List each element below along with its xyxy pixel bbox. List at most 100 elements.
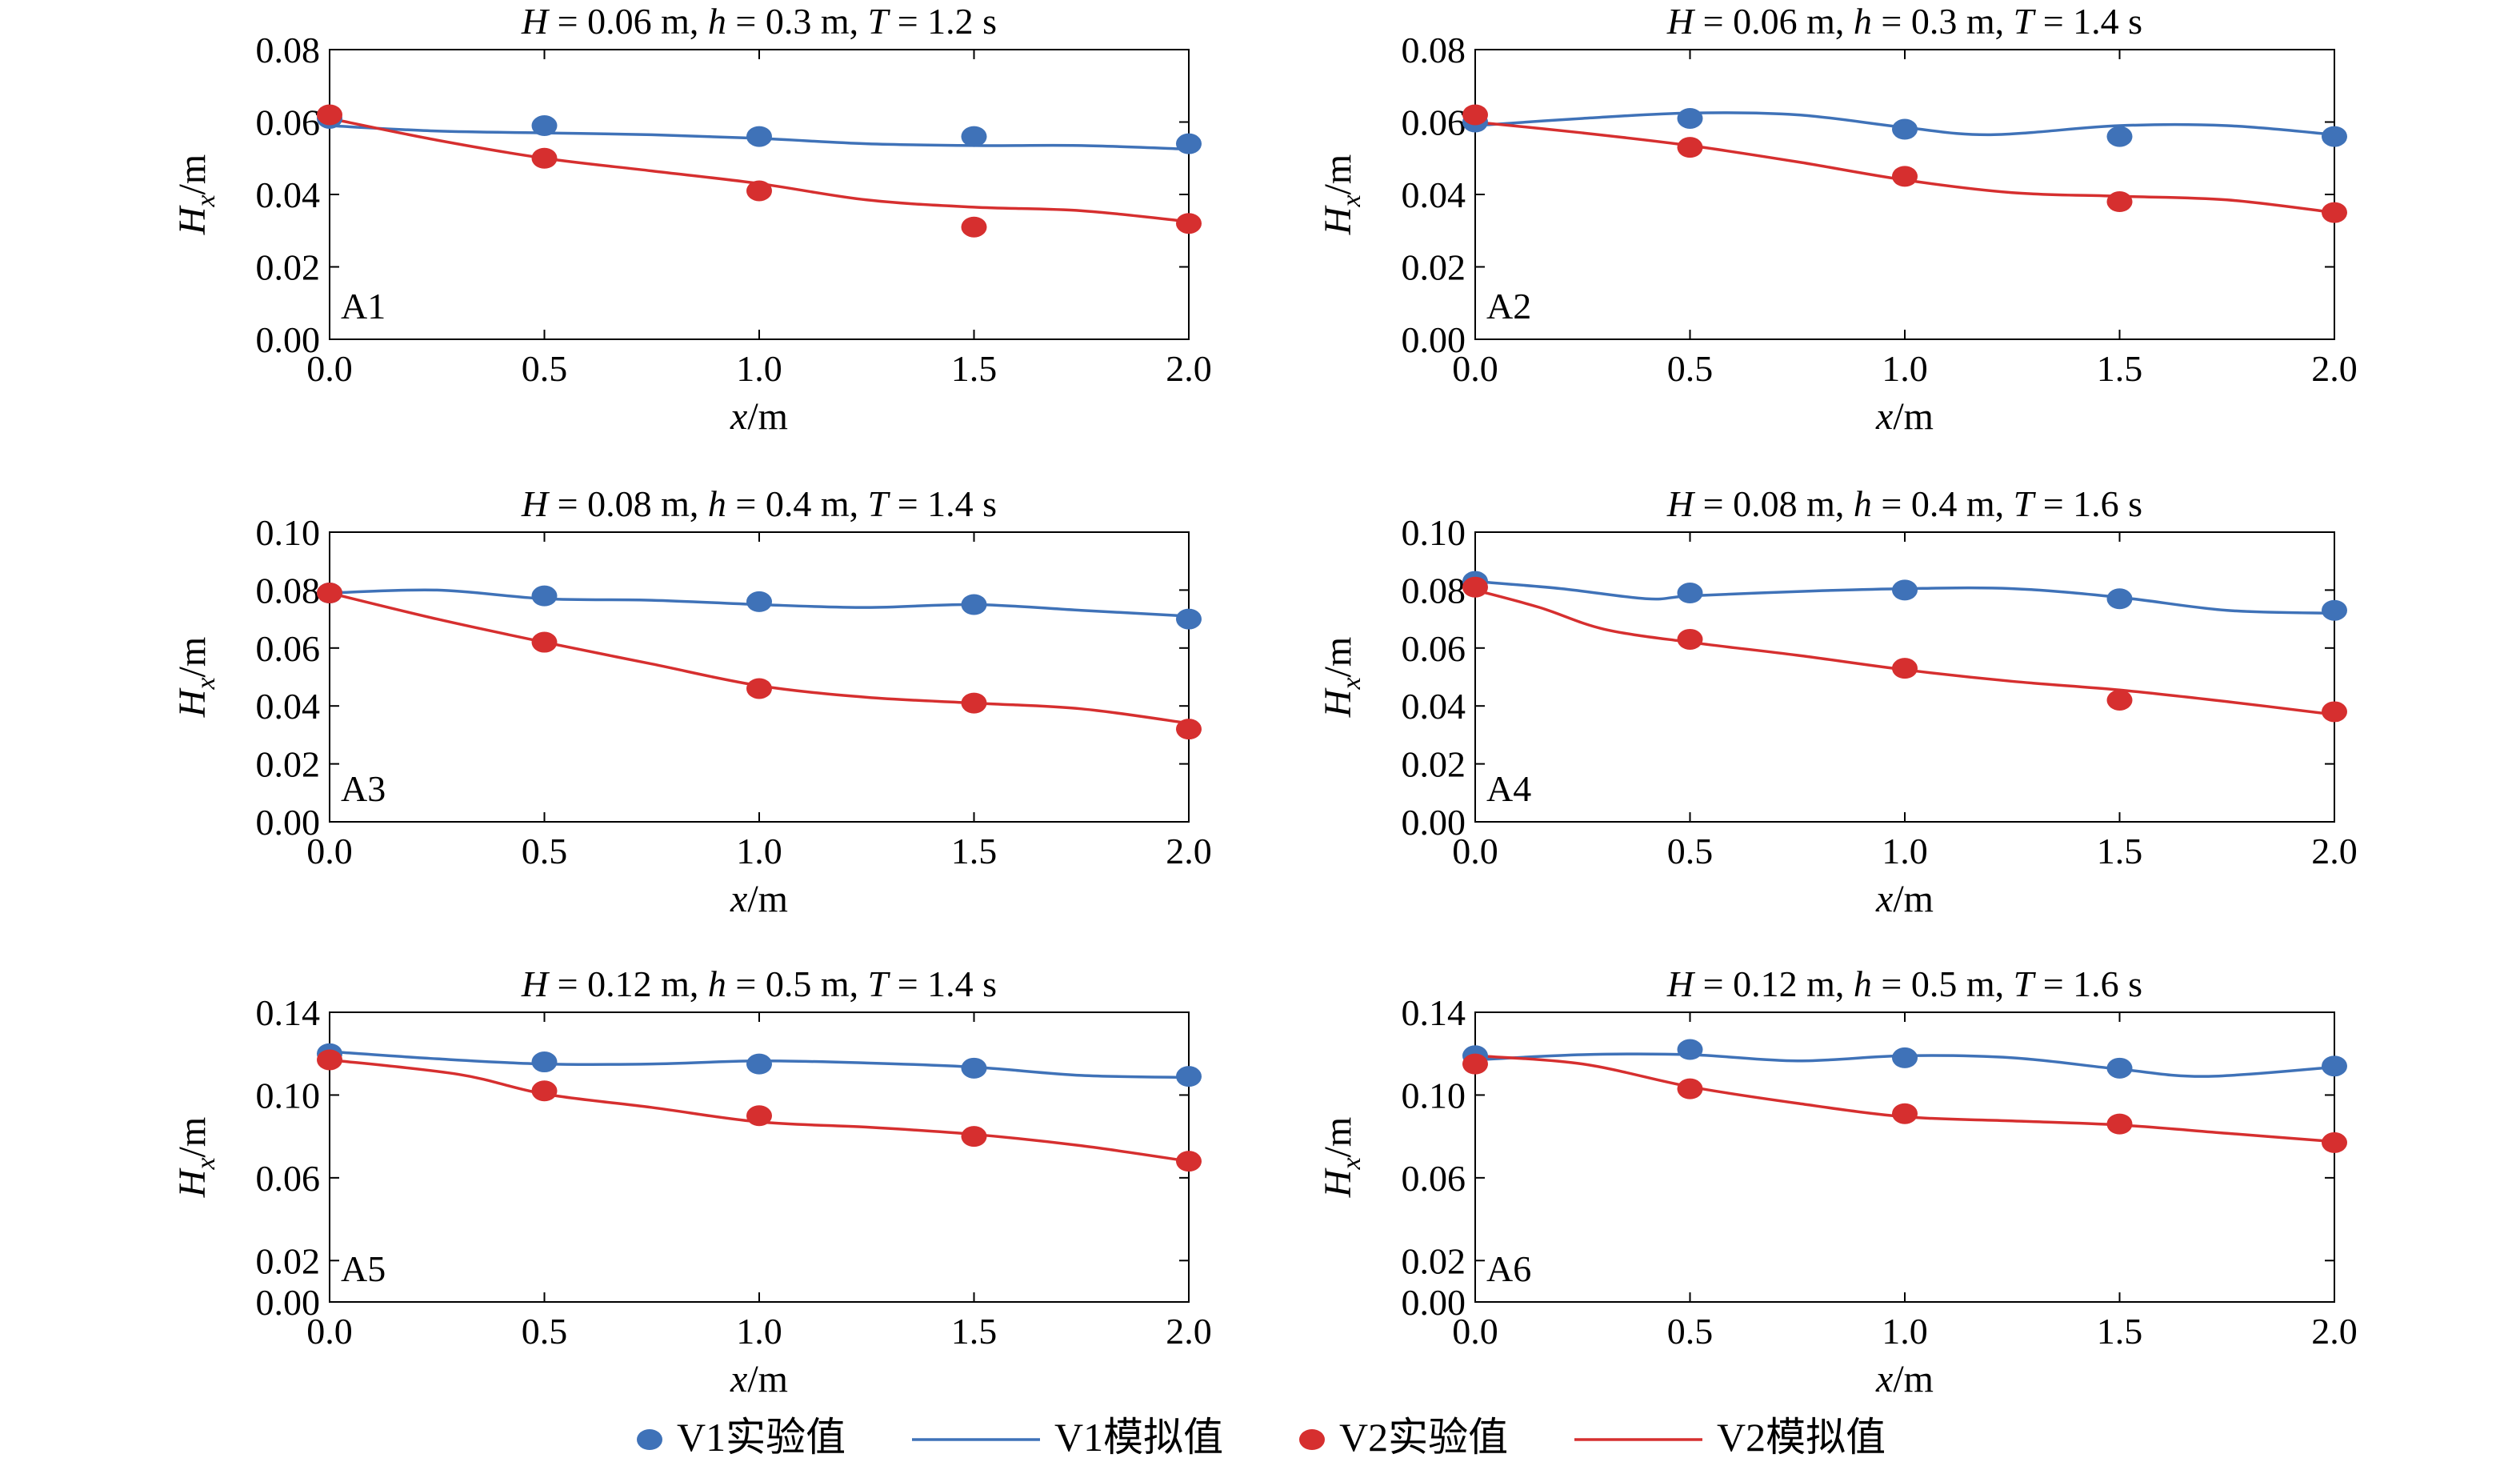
x-axis-label: x/m <box>730 878 788 920</box>
v1-experiment-point <box>1176 608 1202 630</box>
v1-experiment-point <box>1892 1047 1918 1068</box>
x-tick-label: 2.0 <box>2311 1311 2358 1352</box>
x-axis-label: x/m <box>1875 878 1934 920</box>
chart-panels: H = 0.06 m, h = 0.3 m, T = 1.2 s 0.0 0.5 1.… <box>171 1 2358 1400</box>
v2-experiment-point <box>2106 191 2133 213</box>
y-tick-label: 0.00 <box>256 802 321 843</box>
y-tick-label: 0.06 <box>1402 102 1466 143</box>
panel-title: H = 0.06 m, h = 0.3 m, T = 1.2 s <box>521 1 997 42</box>
y-tick-label: 0.14 <box>256 992 321 1033</box>
y-tick-label: 0.04 <box>256 174 321 215</box>
panel-label: A5 <box>341 1248 386 1289</box>
title-value-T: 1.4 <box>927 483 974 524</box>
chart-panel-a5: H = 0.12 m, h = 0.5 m, T = 1.4 s 0.0 0.5 1.… <box>171 963 1212 1400</box>
v1-experiment-point <box>2322 599 2347 621</box>
y-tick-label: 0.10 <box>1402 1075 1466 1116</box>
v1-experiment-point <box>1892 579 1918 601</box>
chart-panel-a3: H = 0.08 m, h = 0.4 m, T = 1.4 s 0.0 0.5 1.… <box>171 483 1212 920</box>
x-tick-label: 2.0 <box>2311 831 2358 871</box>
v2-experiment-point <box>1892 166 1918 187</box>
panel-label: A2 <box>1486 286 1531 326</box>
legend: V1实验值 V1模拟值 V2实验值 V2模拟值 <box>637 1415 1886 1460</box>
v2-experiment-point <box>317 1049 342 1071</box>
x-tick-label: 0.5 <box>1667 1311 1714 1352</box>
panel-title: H = 0.12 m, h = 0.5 m, T = 1.6 s <box>1666 963 2142 1004</box>
x-tick-label: 1.5 <box>2097 1311 2143 1352</box>
v1-experiment-point <box>2106 1057 2133 1079</box>
x-tick-label: 0.5 <box>522 348 568 389</box>
v1-experiment-point <box>2322 1055 2347 1077</box>
y-tick-label: 0.00 <box>1402 1282 1466 1323</box>
x-tick-label: 0.0 <box>1452 831 1498 871</box>
y-tick-label: 0.02 <box>256 247 321 288</box>
title-value-h: 0.4 <box>1911 483 1958 524</box>
x-tick-label: 0.0 <box>306 348 353 389</box>
title-value-T: 1.6 <box>2073 483 2119 524</box>
legend-item-3: V2实验值 <box>1299 1415 1508 1460</box>
title-value-h: 0.5 <box>766 963 812 1004</box>
y-tick-label: 0.06 <box>1402 628 1466 669</box>
y-tick-label: 0.04 <box>1402 686 1466 727</box>
legend-label: V2模拟值 <box>1717 1415 1886 1460</box>
x-tick-label: 0.5 <box>1667 831 1714 871</box>
y-tick-label: 0.04 <box>1402 174 1466 215</box>
v1-experiment-point <box>531 1051 558 1073</box>
y-tick-label: 0.10 <box>256 1075 321 1116</box>
v2-experiment-point <box>1176 719 1202 740</box>
title-value-T: 1.2 <box>927 1 974 42</box>
v1-experiment-point <box>2322 126 2347 147</box>
title-value-h: 0.5 <box>1911 963 1958 1004</box>
v1-experiment-point <box>961 126 987 147</box>
x-tick-label: 1.0 <box>736 1311 782 1352</box>
v2-experiment-point <box>961 1126 987 1148</box>
y-tick-label: 0.00 <box>256 319 321 360</box>
title-value-h: 0.3 <box>766 1 812 42</box>
y-tick-label: 0.08 <box>1402 570 1466 611</box>
y-tick-label: 0.00 <box>1402 319 1466 360</box>
title-value-H: 0.08 <box>1733 483 1798 524</box>
y-axis-label: Hx/m <box>171 154 221 235</box>
y-tick-label: 0.02 <box>1402 247 1466 288</box>
x-tick-label: 0.5 <box>1667 348 1714 389</box>
x-axis-label: x/m <box>730 395 788 438</box>
y-tick-label: 0.00 <box>1402 802 1466 843</box>
x-tick-label: 1.0 <box>736 831 782 871</box>
v2-experiment-point <box>1677 1078 1703 1099</box>
y-tick-label: 0.08 <box>256 30 321 70</box>
x-tick-label: 1.0 <box>1882 348 1928 389</box>
panel-title: H = 0.08 m, h = 0.4 m, T = 1.6 s <box>1666 483 2142 524</box>
legend-marker <box>637 1429 662 1450</box>
x-tick-label: 1.0 <box>1882 1311 1928 1352</box>
x-tick-label: 1.5 <box>2097 348 2143 389</box>
v1-experiment-point <box>961 594 987 615</box>
x-tick-label: 1.5 <box>951 831 998 871</box>
v2-experiment-point <box>2322 202 2347 223</box>
v2-experiment-point <box>2322 1132 2347 1153</box>
v1-experiment-point <box>1677 1039 1703 1060</box>
v2-experiment-point <box>531 147 558 169</box>
y-tick-label: 0.00 <box>256 1282 321 1323</box>
legend-item-1: V1实验值 <box>637 1415 846 1460</box>
x-tick-label: 1.5 <box>951 1311 998 1352</box>
title-value-h: 0.4 <box>766 483 812 524</box>
panel-label: A6 <box>1486 1248 1531 1289</box>
v2-simulated-line <box>1474 588 2335 716</box>
v1-experiment-point <box>1892 118 1918 140</box>
legend-label: V1模拟值 <box>1054 1415 1223 1460</box>
v2-experiment-point <box>746 1105 772 1127</box>
v2-experiment-point <box>2106 689 2133 711</box>
chart-panel-a2: H = 0.06 m, h = 0.3 m, T = 1.4 s 0.0 0.5 1.… <box>1317 1 2358 438</box>
x-tick-label: 0.0 <box>1452 1311 1498 1352</box>
v1-simulated-line <box>1474 579 2335 615</box>
x-axis-label: x/m <box>1875 1358 1934 1400</box>
panel-title: H = 0.06 m, h = 0.3 m, T = 1.4 s <box>1666 1 2142 42</box>
v2-experiment-point <box>1892 1103 1918 1124</box>
v1-experiment-point <box>746 1053 772 1075</box>
y-tick-label: 0.06 <box>256 102 321 143</box>
v1-experiment-point <box>2106 126 2133 147</box>
v2-experiment-point <box>531 631 558 653</box>
v2-experiment-point <box>1677 137 1703 158</box>
v1-experiment-point <box>746 591 772 612</box>
y-tick-label: 0.10 <box>1402 512 1466 553</box>
